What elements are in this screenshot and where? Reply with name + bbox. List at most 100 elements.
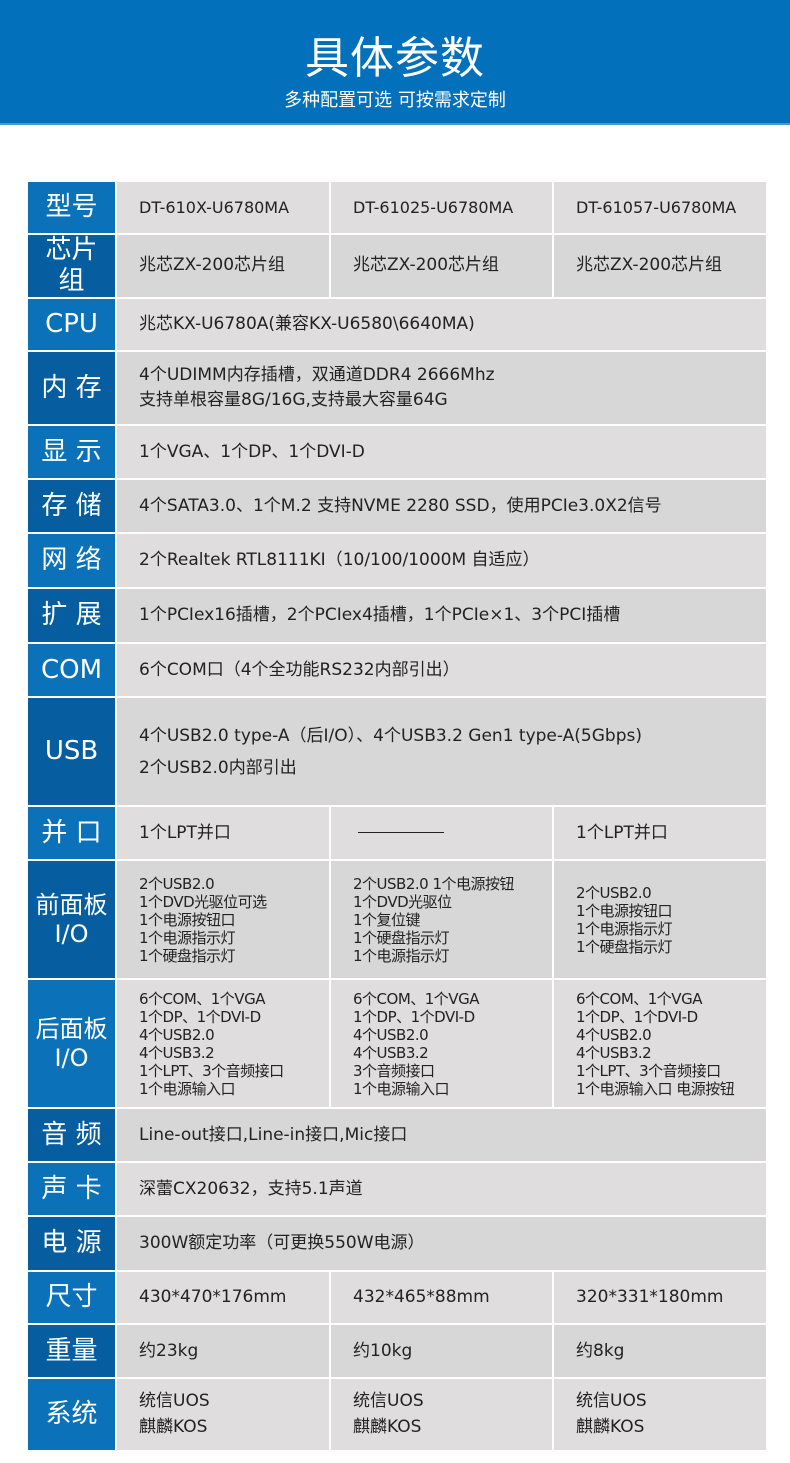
value-line: 4个UDIMM内存插槽，双通道DDR4 2666Mhz — [139, 364, 495, 385]
spec-row: 声 卡深蕾CX20632，支持5.1声道 — [28, 1161, 768, 1218]
spec-row: 存 储 4个SATA3.0、1个M.2 支持NVME 2280 SSD，使用PCI… — [28, 478, 768, 535]
row-label: 显 示 — [28, 424, 117, 481]
cell-value — [329, 805, 554, 862]
value-line: 4个USB2.0 — [576, 1025, 652, 1044]
value-line: 1个LPT、3个音频接口 — [139, 1061, 284, 1080]
spec-row: 后面板I/O 6个COM、1个VGA 1个DP、1个DVI-D 4个USB2.0 4个U… — [28, 978, 768, 1110]
row-value: 2个Realtek RTL8111KI（10/100/1000M 自适应） — [115, 532, 768, 590]
cell-value: 兆芯ZX-200芯片组 — [115, 232, 331, 300]
value-line: 统信UOS — [576, 1391, 647, 1412]
spec-row: 音 频 Line-out接口,Line-in接口,Mic接口 — [28, 1107, 768, 1164]
value-line: 4个USB3.2 — [576, 1043, 652, 1062]
value-line: 1个电源输入口 — [353, 1079, 450, 1098]
value-line: 1个电源按钮口 — [576, 901, 673, 920]
row-label: CPU — [28, 297, 117, 353]
value-line: 统信UOS — [353, 1391, 424, 1412]
spec-row: 芯片组 兆芯ZX-200芯片组 兆芯ZX-200芯片组 兆芯ZX-200芯片组 — [28, 232, 768, 300]
spec-row: 并 口 1个LPT并口 1个LPT并口 — [28, 805, 768, 862]
cell-value: 约10kg — [329, 1323, 554, 1380]
row-value: 兆芯KX-U6780A(兼容KX-U6580\6640MA) — [115, 297, 768, 353]
cell-value: 2个USB2.0 1个DVD光驱位可选 1个电源按钮口 1个电源指示灯 1个硬盘指示灯 — [115, 859, 331, 981]
row-value: 4个USB2.0 type-A（后I/O）、4个USB3.2 Gen1 type… — [115, 696, 768, 808]
page-subtitle: 多种配置可选 可按需求定制 — [284, 90, 506, 111]
value-line: 支持单根容量8G/16G,支持最大容量64G — [139, 390, 448, 411]
value-line: 2个USB2.0内部引出 — [139, 757, 297, 778]
row-value: 1个VGA、1个DP、1个DVI-D — [115, 424, 768, 481]
cell-value: 2个USB2.0 1个电源按钮 1个DVD光驱位 1个复位键 1个硬盘指示灯 1个电源指… — [329, 859, 554, 981]
row-label: 声 卡 — [28, 1161, 117, 1218]
value-line: 1个硬盘指示灯 — [576, 937, 673, 956]
cell-value: 统信UOS 麒麟KOS — [115, 1377, 331, 1453]
row-label: 电 源 — [28, 1215, 117, 1273]
spec-row: 内 存 4个UDIMM内存插槽，双通道DDR4 2666Mhz 支持单根容量8G/1… — [28, 350, 768, 427]
spec-row: 型号 DT-610X-U6780MA DT-61025-U6780MA DT-6105… — [28, 180, 768, 235]
value-line: 6个COM、1个VGA — [576, 989, 702, 1008]
spec-table: 型号 DT-610X-U6780MA DT-61025-U6780MA DT-6105… — [28, 180, 768, 1453]
cell-value: 约23kg — [115, 1323, 331, 1380]
value-line: 麒麟KOS — [353, 1416, 422, 1437]
value-line: 1个复位键 — [353, 910, 421, 929]
empty-dash — [358, 832, 444, 834]
value-line: 1个DVD光驱位 — [353, 892, 452, 911]
cell-value: 6个COM、1个VGA 1个DP、1个DVI-D 4个USB2.0 4个USB3.2 1… — [552, 978, 768, 1110]
value-line: 1个硬盘指示灯 — [353, 928, 450, 947]
cell-value: 约8kg — [552, 1323, 768, 1380]
value-line: 1个硬盘指示灯 — [139, 946, 236, 965]
row-label: 芯片组 — [28, 232, 117, 300]
spec-row: 扩 展 1个PCIex16插槽，2个PCIex4插槽，1个PCIe×1、3个PCI… — [28, 587, 768, 645]
row-value: 6个COM口（4个全功能RS232内部引出） — [115, 642, 768, 699]
value-line: 麒麟KOS — [139, 1416, 208, 1437]
value-line: 1个电源指示灯 — [139, 928, 236, 947]
row-label: 尺寸 — [28, 1270, 117, 1326]
row-label: 音 频 — [28, 1107, 117, 1164]
row-value: 4个UDIMM内存插槽，双通道DDR4 2666Mhz 支持单根容量8G/16G,… — [115, 350, 768, 427]
row-value: Line-out接口,Line-in接口,Mic接口 — [115, 1107, 768, 1164]
cell-value: 1个LPT并口 — [552, 805, 768, 862]
value-line: 统信UOS — [139, 1391, 210, 1412]
value-line: 4个USB2.0 — [139, 1025, 215, 1044]
cell-value: 统信UOS 麒麟KOS — [552, 1377, 768, 1453]
value-line: 2个USB2.0 — [139, 874, 215, 893]
value-line: 麒麟KOS — [576, 1416, 645, 1437]
spec-row: 重量 约23kg 约10kg 约8kg — [28, 1323, 768, 1380]
cell-value: DT-61025-U6780MA — [329, 180, 554, 235]
row-label: 内 存 — [28, 350, 117, 427]
value-line: 4个USB3.2 — [353, 1043, 429, 1062]
value-line: 4个USB3.2 — [139, 1043, 215, 1062]
cell-value: 兆芯ZX-200芯片组 — [552, 232, 768, 300]
spec-row: CPU 兆芯KX-U6780A(兼容KX-U6580\6640MA) — [28, 297, 768, 353]
cell-value: 320*331*180mm — [552, 1270, 768, 1326]
row-value: 深蕾CX20632，支持5.1声道 — [115, 1161, 768, 1218]
value-line: 1个DVD光驱位可选 — [139, 892, 267, 911]
value-line: 1个电源输入口 — [139, 1079, 236, 1098]
cell-value: 6个COM、1个VGA 1个DP、1个DVI-D 4个USB2.0 4个USB3.2 1… — [115, 978, 331, 1110]
row-label: 型号 — [28, 180, 117, 235]
value-line: 1个DP、1个DVI-D — [576, 1007, 698, 1026]
spec-row: 系统 统信UOS 麒麟KOS 统信UOS 麒麟KOS 统信UOS 麒麟KOS — [28, 1377, 768, 1453]
spec-row: 网 络 2个Realtek RTL8111KI（10/100/1000M 自适应） — [28, 532, 768, 590]
value-line: 4个USB2.0 — [353, 1025, 429, 1044]
value-line: 2个USB2.0 — [576, 883, 652, 902]
row-label: 前面板I/O — [28, 859, 117, 981]
value-line: 1个电源指示灯 — [576, 919, 673, 938]
row-label: COM — [28, 642, 117, 699]
value-line: 1个电源按钮口 — [139, 910, 236, 929]
spec-row: 显 示 1个VGA、1个DP、1个DVI-D — [28, 424, 768, 481]
row-label: 存 储 — [28, 478, 117, 535]
cell-value: 2个USB2.0 1个电源按钮口 1个电源指示灯 1个硬盘指示灯 — [552, 859, 768, 981]
spec-row: USB 4个USB2.0 type-A（后I/O）、4个USB3.2 Gen1 t… — [28, 696, 768, 808]
value-line: 1个DP、1个DVI-D — [139, 1007, 261, 1026]
value-line: 1个电源输入口 电源按钮 — [576, 1079, 735, 1098]
row-label: 后面板I/O — [28, 978, 117, 1110]
cell-value: DT-61057-U6780MA — [552, 180, 768, 235]
cell-value: 430*470*176mm — [115, 1270, 331, 1326]
spec-row: 前面板I/O 2个USB2.0 1个DVD光驱位可选 1个电源按钮口 1个电源指示灯 1个… — [28, 859, 768, 981]
spec-row: 电 源 300W额定功率（可更换550W电源） — [28, 1215, 768, 1273]
spec-row: COM 6个COM口（4个全功能RS232内部引出） — [28, 642, 768, 699]
value-line: 1个DP、1个DVI-D — [353, 1007, 475, 1026]
row-label: 网 络 — [28, 532, 117, 590]
cell-value: 432*465*88mm — [329, 1270, 554, 1326]
page-title: 具体参数 — [305, 33, 485, 84]
header-banner: 具体参数 多种配置可选 可按需求定制 — [0, 0, 790, 125]
cell-value: 统信UOS 麒麟KOS — [329, 1377, 554, 1453]
